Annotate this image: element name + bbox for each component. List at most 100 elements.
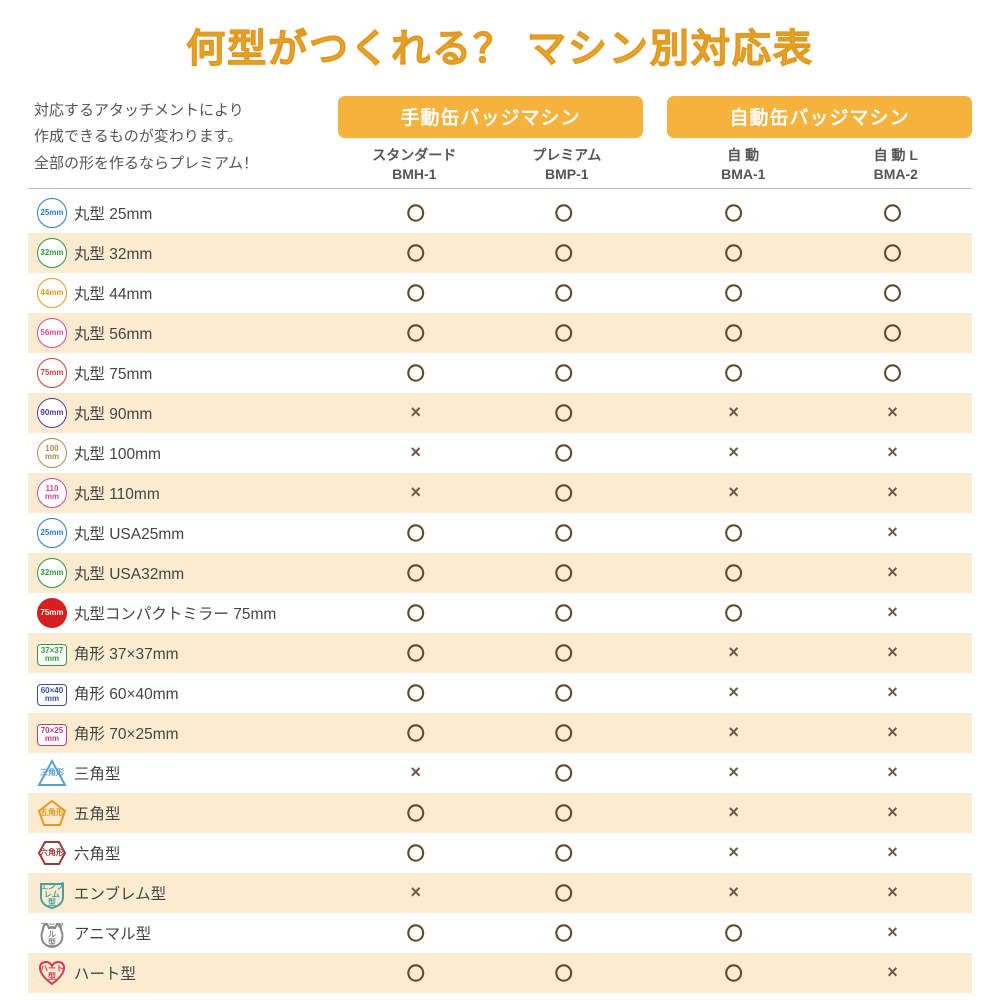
table-row: 110mm丸型 110mm×〇×× [28,473,972,513]
compat-cell: × [813,793,972,833]
table-row: 70×25mm角形 70×25mm〇〇×× [28,713,972,753]
compat-cell: 〇 [336,713,495,753]
shape-icon: 25mm [28,513,72,553]
row-label: 角形 70×25mm [72,713,336,753]
compat-cell: 〇 [336,513,495,553]
shape-icon: ハート型 [28,953,72,993]
table-row: 32mm丸型 32mm〇〇〇〇 [28,233,972,273]
compat-cell: 〇 [813,273,972,313]
col-name: プレミアム [532,147,601,163]
table-row: 56mm丸型 56mm〇〇〇〇 [28,313,972,353]
row-label: 角形 60×40mm [72,673,336,713]
compat-cell: × [654,793,813,833]
compat-cell: 〇 [813,233,972,273]
shape-icon: 三角形 [28,753,72,793]
compat-cell: 〇 [654,313,813,353]
shape-icon: 44mm [28,273,72,313]
shape-icon: 75mm [28,353,72,393]
compat-cell: 〇 [495,353,654,393]
compat-cell: 〇 [654,513,813,553]
table-row: 六角形六角型〇〇×× [28,833,972,873]
group-label: 手動缶バッジマシン [338,96,643,138]
compat-cell: 〇 [336,793,495,833]
compat-cell: 〇 [336,273,495,313]
row-label: 丸型 USA25mm [72,513,336,553]
compat-cell: 〇 [495,193,654,233]
table-row: 32mm丸型 USA32mm〇〇〇× [28,553,972,593]
shape-icon: 100mm [28,433,72,473]
compat-cell: 〇 [495,473,654,513]
table-row: 37×37mm角形 37×37mm〇〇×× [28,633,972,673]
compat-cell: 〇 [336,193,495,233]
shape-icon: 75mm [28,593,72,633]
compat-cell: × [654,753,813,793]
compat-cell: 〇 [336,553,495,593]
compat-cell: × [813,673,972,713]
table-row: 25mm丸型 25mm〇〇〇〇 [28,193,972,233]
compat-cell: 〇 [654,353,813,393]
lead-line: 全部の形を作るならプレミアム！ [34,151,338,177]
compat-cell: 〇 [654,553,813,593]
compat-cell: × [813,953,972,993]
col-header: プレミアム BMP-1 [491,146,644,184]
compat-cell: × [813,913,972,953]
shape-icon: 六角形 [28,833,72,873]
col-model: BMH-1 [338,165,491,184]
compat-cell: × [654,713,813,753]
table-row: 100mm丸型 100mm×〇×× [28,433,972,473]
row-label: ハート型 [72,953,336,993]
row-label: 丸型 90mm [72,393,336,433]
compat-cell: 〇 [813,353,972,393]
compat-cell: × [813,553,972,593]
col-model: BMP-1 [491,165,644,184]
table-row: 60×40mm角形 60×40mm〇〇×× [28,673,972,713]
compat-cell: 〇 [495,553,654,593]
compat-cell: 〇 [654,953,813,993]
row-label: 丸型 110mm [72,473,336,513]
compat-cell: × [654,673,813,713]
compat-cell: × [813,593,972,633]
col-header: スタンダード BMH-1 [338,146,491,184]
row-label: 丸型 100mm [72,433,336,473]
lead-text: 対応するアタッチメントにより 作成できるものが変わります。 全部の形を作るならプ… [28,96,338,177]
shape-icon: 70×25mm [28,713,72,753]
row-label: 丸型 25mm [72,193,336,233]
table-row: 五角形五角型〇〇×× [28,793,972,833]
table-row: 44mm丸型 44mm〇〇〇〇 [28,273,972,313]
row-label: 三角型 [72,753,336,793]
compat-cell: × [813,833,972,873]
compat-cell: 〇 [336,913,495,953]
compat-cell: 〇 [654,233,813,273]
compat-cell: × [813,633,972,673]
compat-cell: 〇 [336,593,495,633]
compat-cell: 〇 [495,833,654,873]
compat-cell: 〇 [336,953,495,993]
column-groups: 手動缶バッジマシン スタンダード BMH-1 プレミアム BMP-1 自動缶バッ… [338,96,972,184]
lead-line: 対応するアタッチメントにより [34,98,338,124]
compat-cell: × [336,753,495,793]
compat-cell: 〇 [495,953,654,993]
compat-cell: 〇 [813,193,972,233]
compat-cell: × [813,433,972,473]
row-label: 角形 37×37mm [72,633,336,673]
compat-cell: 〇 [654,593,813,633]
shape-icon: 60×40mm [28,673,72,713]
compat-cell: × [813,873,972,913]
row-label: 丸型 32mm [72,233,336,273]
compat-cell: 〇 [495,673,654,713]
group-manual: 手動缶バッジマシン スタンダード BMH-1 プレミアム BMP-1 [338,96,643,184]
compat-cell: 〇 [654,193,813,233]
col-header: 自 動 BMA-1 [667,146,820,184]
row-label: 丸型 75mm [72,353,336,393]
compat-cell: 〇 [654,273,813,313]
compat-cell: × [813,713,972,753]
table-row: エンブレム型エンブレム型×〇×× [28,873,972,913]
table-row: アニマル型アニマル型〇〇〇× [28,913,972,953]
compat-cell: 〇 [495,233,654,273]
compat-cell: 〇 [495,633,654,673]
compat-cell: × [654,833,813,873]
lead-line: 作成できるものが変わります。 [34,124,338,150]
shape-icon: 25mm [28,193,72,233]
header-separator [28,188,972,189]
compat-cell: × [813,513,972,553]
